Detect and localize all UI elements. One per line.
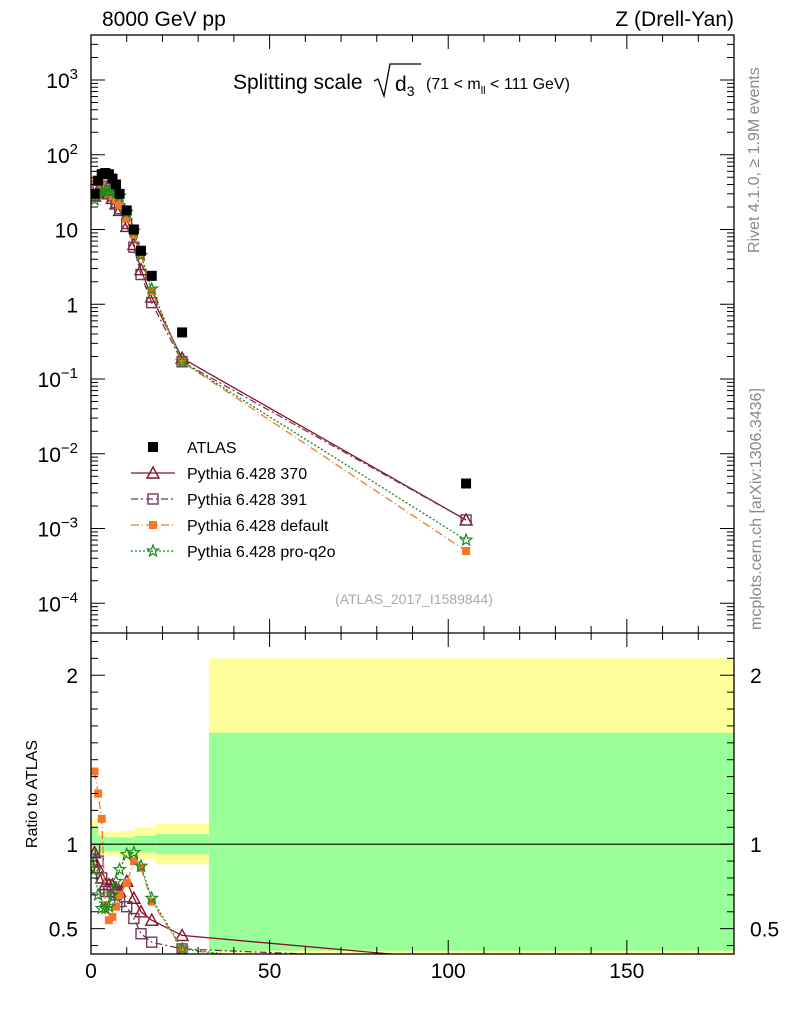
ratio-uncertainty-bands [91,658,734,954]
ratio-1-point-10 [135,928,147,940]
ratio-ytick-label-1: 1 [66,834,78,857]
ratio-2-point-10 [137,863,146,872]
atlas-point-7 [114,188,125,199]
xtick-label-1: 50 [258,960,281,983]
series-2-point-8 [122,214,131,223]
ratio-series-layer [91,767,470,995]
ratio-1-point-9 [128,912,140,925]
ratio-3-point-5 [105,887,120,902]
ratio-axis-label: Ratio to ATLAS [24,740,41,848]
ratio-line-1 [93,849,320,954]
ratio-1-point-11 [146,936,158,948]
ratio-2-point-9 [129,857,138,866]
series-3-point-11 [144,281,160,296]
ratio-ytick-label-2: 2 [66,665,78,688]
legend-label-atlas: ATLAS [187,440,237,457]
ratio-3-point-7 [112,861,127,876]
atlas-point-11 [146,270,157,281]
atlas-point-1 [93,175,104,186]
legend-label-2: Pythia 6.428 default [187,518,329,535]
ratio-ytick-label-right-2: 2 [750,665,762,688]
ratio-ytick-label-right-1: 1 [750,834,762,857]
legend-label-0: Pythia 6.428 370 [187,466,307,483]
ratio-2-point-0 [91,767,99,776]
side-mcplots-label: mcplots.cern.ch [arXiv:1306.3436] [748,388,765,630]
ratio-2-point-6 [112,902,121,911]
ratio-3-point-11 [144,890,160,905]
atlas-point-13 [461,478,472,489]
series-3-point-13 [458,532,474,547]
main-ytick-label-1: 102 [46,141,78,168]
ratio-2-point-11 [147,897,156,906]
ratio-ytick-label-0: 0.5 [49,919,78,942]
ratio-ytick-label-right-0: 0.5 [750,919,779,942]
ratio-3-point-0 [91,861,102,876]
legend-label-1: Pythia 6.428 391 [187,492,307,509]
series-3-point-12 [174,354,190,368]
legend-marker-3 [145,543,161,558]
main-ytick-label-5: 10−2 [38,440,78,467]
main-ytick-label-7: 10−4 [38,589,78,616]
ratio-2-point-2 [97,814,106,823]
ratio-line-2 [93,771,221,954]
ratio-0-point-9 [126,890,142,904]
legend-marker-0 [145,465,161,479]
atlas-point-8 [121,205,132,216]
series-2-point-9 [129,230,138,239]
ratio-3-point-4 [101,898,117,913]
xtick-label-0: 0 [85,960,97,983]
series-1-point-13 [460,514,472,526]
ratio-1-point-8 [121,900,133,913]
main-ytick-label-3: 1 [66,294,78,317]
side-rivet-label: Rivet 4.1.0, ≥ 1.9M events [746,67,763,253]
legend: ATLAS Pythia 6.428 370 Pythia 6.428 391 Pyt… [131,440,336,561]
ratio-3-point-12 [174,941,190,954]
ratio-0-point-12 [174,927,190,942]
xtick-label-3: 150 [609,960,644,983]
series-2-point-7 [115,201,124,210]
ratio-3-point-10 [133,858,149,873]
main-ytick-label-4: 10−1 [38,365,78,392]
ratio-0-point-11 [144,912,159,926]
ratio-0-point-10 [133,904,149,918]
atlas-point-5 [107,173,118,184]
ratio-band-inner-6 [208,732,734,951]
legend-marker-2 [149,521,157,529]
ratio-3-point-9 [126,844,142,859]
header-energy: 8000 GeV pp [102,8,226,31]
plot-title: Splitting scale [233,71,363,94]
ratio-2-point-5 [108,912,117,921]
legend-label-3: Pythia 6.428 pro-q2o [187,544,336,561]
ratio-2-point-1 [94,789,103,798]
atlas-point-12 [177,327,188,338]
ratio-2-point-12 [178,944,187,953]
ratio-2-point-7 [115,890,124,899]
atlas-point-6 [111,179,122,190]
series-1-point-10 [135,268,147,281]
atlas-point-9 [128,224,139,235]
analysis-watermark: (ATLAS_2017_I1589844) [335,591,493,607]
xtick-label-2: 100 [431,960,466,983]
ratio-2-point-13 [462,987,470,995]
ratio-2-point-8 [122,879,131,888]
ratio-3-point-6 [108,873,124,888]
atlas-point-10 [136,245,147,256]
sqrt-symbol [373,63,421,99]
header-process: Z (Drell-Yan) [615,8,734,31]
plot-title-symbol: d3 [395,73,415,99]
series-2-point-13 [462,547,471,556]
main-ytick-label-0: 103 [46,66,78,93]
plot-title-range: (71 < mll < 111 GeV) [426,76,570,97]
main-ytick-label-6: 10−3 [38,515,78,542]
legend-marker-atlas [148,442,158,452]
legend-marker-1 [147,493,159,505]
series-3-point-3 [97,182,113,197]
main-ytick-label-2: 10 [55,220,78,243]
ratio-3-point-1 [91,887,106,902]
